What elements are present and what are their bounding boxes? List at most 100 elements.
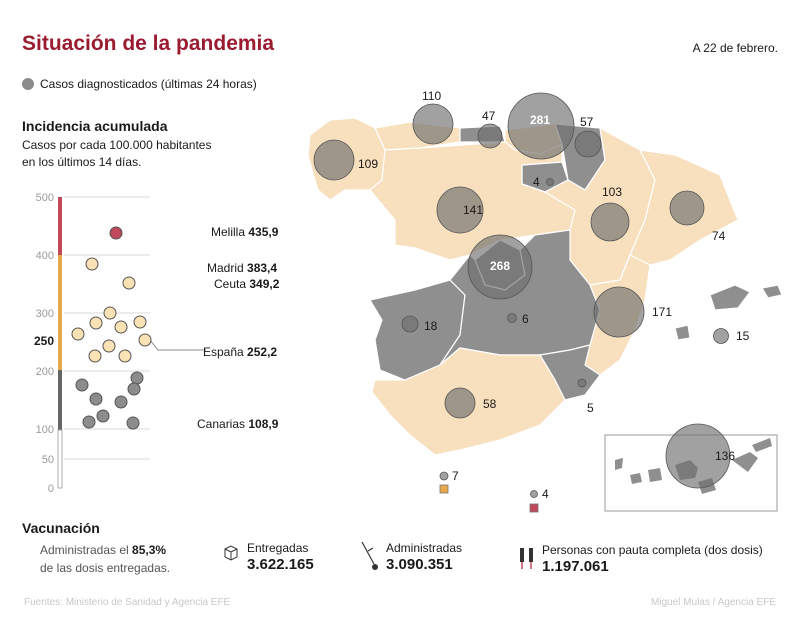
credit-footer: Miguel Mulas / Agencia EFE	[650, 597, 776, 608]
region-baleares-ibiza	[674, 324, 691, 341]
label-melilla: 4	[542, 487, 549, 501]
dot-region	[114, 395, 128, 409]
bubble-extremadura	[401, 315, 419, 333]
tick-100: 100	[36, 424, 54, 436]
label-aragon: 103	[602, 185, 622, 199]
bubble-murcia	[577, 378, 587, 388]
bubble-castilla-la-mancha	[507, 313, 517, 323]
bubble-canarias	[665, 423, 731, 489]
axis-band-orange	[58, 255, 62, 370]
highlight-ceuta: Ceuta 349,2	[214, 277, 280, 291]
dot-region	[114, 320, 128, 334]
bubble-cataluna	[669, 190, 705, 226]
tick-500: 500	[36, 192, 54, 204]
label-valencia: 171	[652, 305, 672, 319]
legend: Casos diagnosticados (últimas 24 horas)	[22, 77, 257, 91]
label-murcia: 5	[587, 401, 594, 415]
tick-200: 200	[36, 366, 54, 378]
bubble-navarra	[574, 130, 602, 158]
page-title: Situación de la pandemia	[22, 32, 275, 55]
tick-300: 300	[36, 308, 54, 320]
dot-region	[96, 409, 110, 423]
dot-region	[127, 382, 141, 396]
bubble-valencia	[593, 286, 645, 338]
highlight-canarias: Canarias 108,9	[197, 417, 279, 431]
vaccination-rate: Administradas el 85,3%	[40, 543, 167, 557]
highlight-espana: España 252,2	[203, 345, 278, 359]
melilla-marker	[529, 503, 539, 513]
bubble-madrid	[467, 234, 533, 300]
label-la-rioja: 4	[533, 175, 540, 189]
spain-leader-line	[149, 339, 206, 351]
tick-400: 400	[36, 250, 54, 262]
bubble-la-rioja	[546, 178, 554, 186]
legend-label: Casos diagnosticados (últimas 24 horas)	[40, 77, 257, 91]
label-asturias: 110	[422, 89, 441, 103]
sources-footer: Fuentes: Ministerio de Sanidad y Agencia…	[24, 597, 231, 608]
bubble-asturias	[412, 103, 454, 145]
label-canarias: 136	[715, 449, 735, 463]
legend-dot-icon	[22, 78, 34, 90]
dot-region	[130, 371, 144, 385]
dot-region	[89, 316, 103, 330]
vaccination-title: Vacunación	[22, 520, 100, 536]
dot-ceuta	[122, 276, 136, 290]
incidence-chart: 500 400 300 250 200 100 50 0	[34, 192, 206, 495]
spain-map: 109 110 47 281 57 4 141 103 74 268 18 6 …	[307, 89, 783, 513]
label-navarra: 57	[580, 115, 594, 129]
tick-50: 50	[42, 454, 54, 466]
tick-0: 0	[48, 483, 54, 495]
label-pais-vasco: 281	[530, 113, 550, 127]
label-ceuta: 7	[452, 469, 459, 483]
highlight-madrid: Madrid 383,4	[207, 261, 278, 275]
bubble-galicia	[313, 139, 355, 181]
label-madrid: 268	[490, 259, 510, 273]
dot-region	[103, 306, 117, 320]
axis-band-gray	[58, 370, 62, 430]
region-baleares-mallorca	[709, 284, 751, 311]
dot-region	[118, 349, 132, 363]
bubble-castilla-leon	[436, 186, 484, 234]
vaccination-rate-sub: de las dosis entregadas.	[40, 561, 171, 575]
bubble-baleares	[713, 328, 729, 344]
bubble-andalucia	[444, 387, 476, 419]
dot-spain	[138, 333, 152, 347]
dot-region	[126, 416, 140, 430]
axis-band-red	[58, 197, 62, 255]
dot-canarias	[82, 415, 96, 429]
syringe-icon	[361, 541, 378, 570]
dot-region	[102, 339, 116, 353]
highlight-melilla: Melilla 435,9	[211, 225, 279, 239]
incidence-title: Incidencia acumulada	[22, 118, 168, 134]
stat-administered: Administradas 3.090.351	[386, 541, 463, 573]
dot-melilla	[109, 226, 123, 240]
label-cantabria: 47	[482, 109, 496, 123]
tick-250: 250	[34, 334, 54, 348]
dot-madrid	[85, 257, 99, 271]
ceuta-marker	[439, 484, 449, 494]
label-extremadura: 18	[424, 319, 438, 333]
label-galicia: 109	[358, 157, 378, 171]
stat-delivered: Entregadas 3.622.165	[247, 541, 314, 573]
dot-region	[89, 392, 103, 406]
incidence-subtitle: Casos por cada 100.000 habitantes	[22, 138, 212, 152]
bubble-pais-vasco	[507, 92, 575, 160]
axis-band-white	[57, 429, 63, 489]
bubble-cantabria	[477, 123, 503, 149]
box-icon	[224, 545, 238, 561]
label-andalucia: 58	[483, 397, 497, 411]
label-baleares: 15	[736, 329, 750, 343]
dot-region	[88, 349, 102, 363]
bubble-aragon	[590, 202, 630, 242]
dot-region	[75, 378, 89, 392]
stat-complete: Personas con pauta completa (dos dosis) …	[542, 543, 763, 575]
bubble-ceuta	[439, 471, 449, 481]
date-label: A 22 de febrero.	[692, 41, 778, 55]
region-baleares-menorca	[761, 284, 783, 299]
dot-region	[71, 327, 85, 341]
label-cataluna: 74	[712, 229, 726, 243]
label-castilla-la-mancha: 6	[522, 312, 529, 326]
dot-region	[133, 315, 147, 329]
bubble-melilla	[530, 490, 538, 498]
vials-icon	[520, 548, 533, 569]
